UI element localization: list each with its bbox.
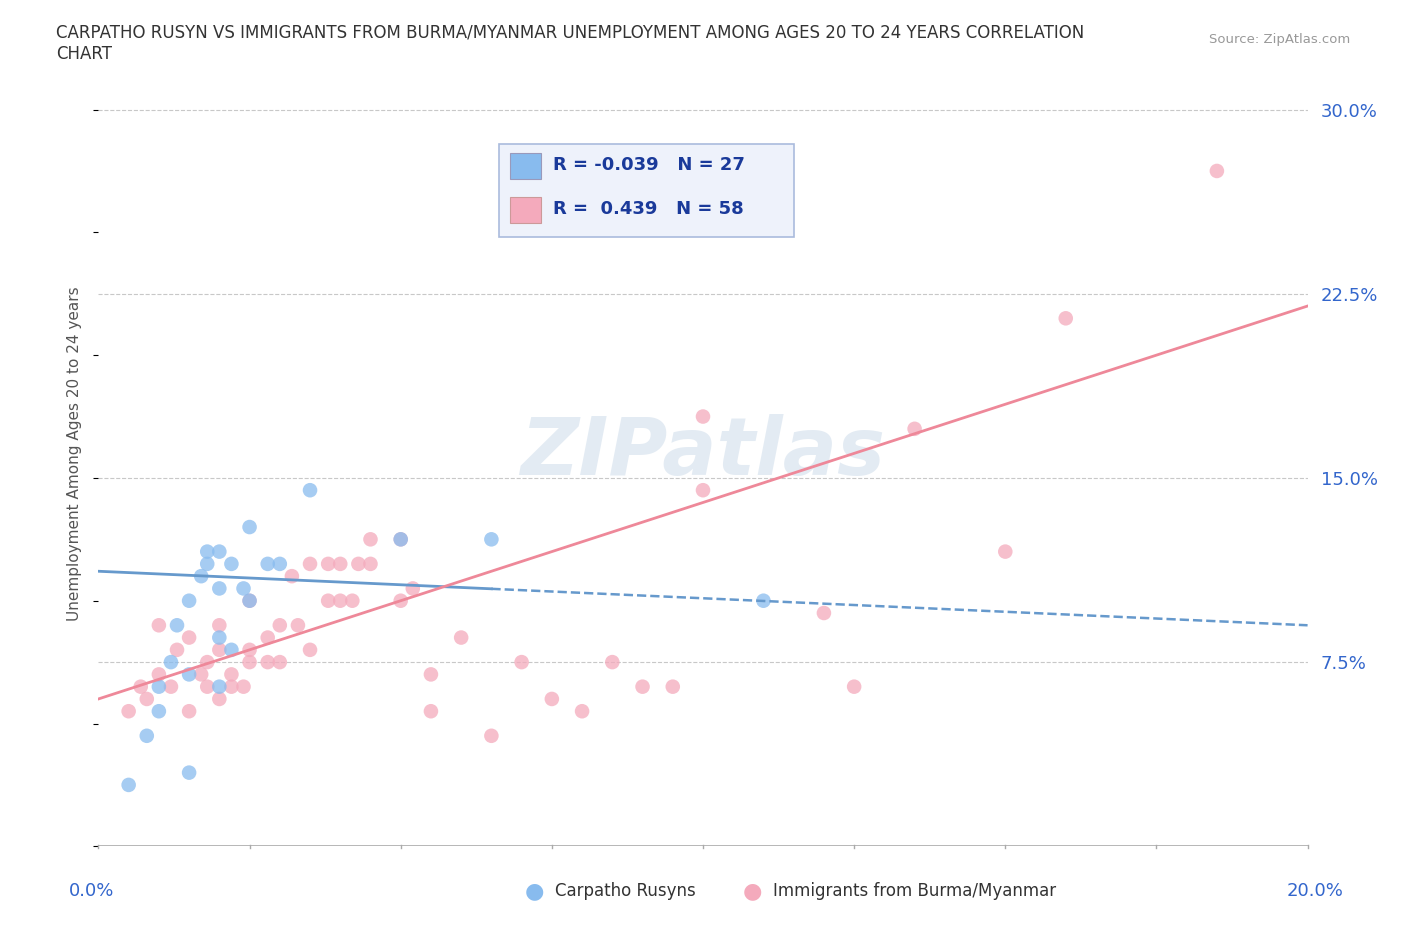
- Y-axis label: Unemployment Among Ages 20 to 24 years: Unemployment Among Ages 20 to 24 years: [67, 286, 83, 620]
- Point: [148, 679, 170, 694]
- Point: [420, 667, 443, 682]
- Point: [232, 679, 254, 694]
- Point: [118, 704, 141, 719]
- Point: [160, 655, 183, 670]
- Point: [208, 643, 231, 658]
- Point: [195, 556, 218, 571]
- Point: [481, 532, 503, 547]
- Point: [118, 777, 141, 792]
- Text: CHART: CHART: [56, 45, 112, 62]
- Point: [166, 643, 188, 658]
- Point: [342, 593, 364, 608]
- Point: [844, 679, 866, 694]
- Point: [299, 483, 322, 498]
- Point: [904, 421, 927, 436]
- Point: [239, 593, 262, 608]
- Point: [540, 692, 562, 707]
- Point: [631, 679, 654, 694]
- Point: [221, 643, 243, 658]
- Point: [287, 618, 309, 632]
- Point: [420, 704, 443, 719]
- Point: [179, 593, 201, 608]
- Point: [190, 667, 212, 682]
- Text: CARPATHO RUSYN VS IMMIGRANTS FROM BURMA/MYANMAR UNEMPLOYMENT AMONG AGES 20 TO 24: CARPATHO RUSYN VS IMMIGRANTS FROM BURMA/…: [56, 23, 1084, 41]
- Text: R = -0.039   N = 27: R = -0.039 N = 27: [553, 155, 744, 174]
- Point: [239, 643, 262, 658]
- Text: 20.0%: 20.0%: [1286, 882, 1343, 900]
- Point: [148, 618, 170, 632]
- Point: [208, 581, 231, 596]
- Point: [510, 655, 533, 670]
- Point: [316, 556, 339, 571]
- Point: [281, 569, 304, 584]
- Point: [256, 556, 278, 571]
- Point: [389, 532, 412, 547]
- Point: [389, 593, 412, 608]
- Point: [481, 728, 503, 743]
- Point: [148, 704, 170, 719]
- Text: ●: ●: [742, 881, 762, 901]
- Point: [256, 655, 278, 670]
- Point: [269, 618, 291, 632]
- Point: [135, 692, 157, 707]
- Point: [179, 765, 201, 780]
- Point: [450, 631, 472, 645]
- Point: [135, 728, 157, 743]
- Point: [208, 631, 231, 645]
- Text: Immigrants from Burma/Myanmar: Immigrants from Burma/Myanmar: [773, 882, 1056, 900]
- Point: [221, 667, 243, 682]
- Point: [299, 556, 322, 571]
- Point: [692, 409, 714, 424]
- Point: [329, 593, 352, 608]
- Point: [299, 643, 322, 658]
- Point: [360, 532, 382, 547]
- Point: [239, 655, 262, 670]
- Point: [160, 679, 183, 694]
- Point: [360, 556, 382, 571]
- Point: [208, 544, 231, 559]
- Point: [232, 581, 254, 596]
- Point: [179, 704, 201, 719]
- Point: [195, 655, 218, 670]
- Point: [752, 593, 775, 608]
- Point: [1206, 164, 1229, 179]
- Point: [402, 581, 425, 596]
- Point: [179, 631, 201, 645]
- Point: [1054, 311, 1077, 325]
- Point: [994, 544, 1017, 559]
- Point: [221, 679, 243, 694]
- Point: [692, 483, 714, 498]
- Point: [316, 593, 339, 608]
- Point: [129, 679, 152, 694]
- Point: [329, 556, 352, 571]
- Point: [179, 667, 201, 682]
- Point: [602, 655, 624, 670]
- Point: [190, 569, 212, 584]
- Point: [208, 618, 231, 632]
- Point: [347, 556, 370, 571]
- Text: ZIPatlas: ZIPatlas: [520, 415, 886, 492]
- Text: ●: ●: [524, 881, 544, 901]
- Point: [195, 679, 218, 694]
- Point: [239, 520, 262, 535]
- Point: [239, 593, 262, 608]
- Text: Carpatho Rusyns: Carpatho Rusyns: [555, 882, 696, 900]
- Text: 0.0%: 0.0%: [69, 882, 114, 900]
- Point: [148, 667, 170, 682]
- Point: [221, 556, 243, 571]
- Text: Source: ZipAtlas.com: Source: ZipAtlas.com: [1209, 33, 1350, 46]
- Point: [256, 631, 278, 645]
- Point: [208, 692, 231, 707]
- Point: [813, 605, 835, 620]
- Point: [208, 679, 231, 694]
- Point: [571, 704, 593, 719]
- Text: R =  0.439   N = 58: R = 0.439 N = 58: [553, 200, 744, 219]
- Point: [195, 544, 218, 559]
- Point: [269, 556, 291, 571]
- Point: [166, 618, 188, 632]
- Point: [389, 532, 412, 547]
- Point: [269, 655, 291, 670]
- Point: [661, 679, 683, 694]
